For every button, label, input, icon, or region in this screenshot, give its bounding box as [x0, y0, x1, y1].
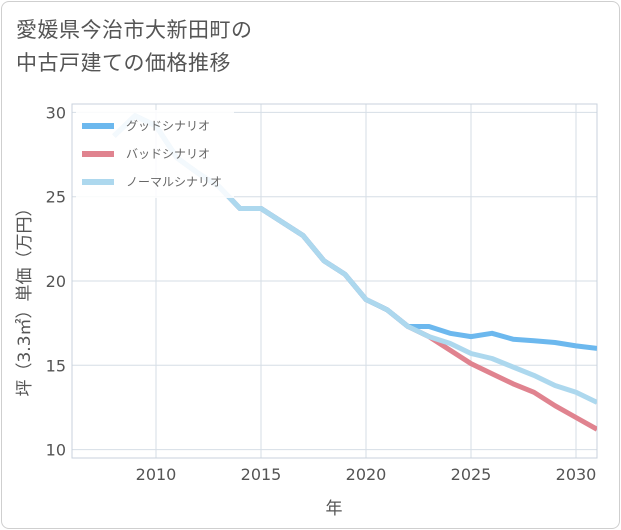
y-tick-label: 20	[46, 272, 66, 291]
y-axis-label: 坪（3.3㎡）単価（万円）	[15, 199, 35, 396]
x-tick-label: 2020	[346, 465, 387, 484]
title-line-2: 中古戸建ての価格推移	[16, 51, 231, 75]
y-tick-label: 15	[46, 356, 66, 375]
legend-label: グッドシナリオ	[126, 119, 210, 133]
chart-title: 愛媛県今治市大新田町の 中古戸建ての価格推移	[16, 14, 253, 80]
x-tick-label: 2030	[556, 465, 597, 484]
title-line-1: 愛媛県今治市大新田町の	[16, 18, 253, 42]
legend-label: バッドシナリオ	[126, 147, 210, 161]
x-axis-label: 年	[326, 499, 343, 519]
grid	[72, 104, 597, 458]
x-tick-label: 2015	[241, 465, 282, 484]
y-tick-label: 30	[46, 103, 66, 122]
plot-frame	[71, 103, 598, 459]
x-tick-label: 2010	[136, 465, 177, 484]
y-tick-label: 10	[46, 441, 66, 460]
legend-label: ノーマルシナリオ	[126, 175, 222, 189]
y-tick-label: 25	[46, 188, 66, 207]
x-tick-label: 2025	[451, 465, 492, 484]
